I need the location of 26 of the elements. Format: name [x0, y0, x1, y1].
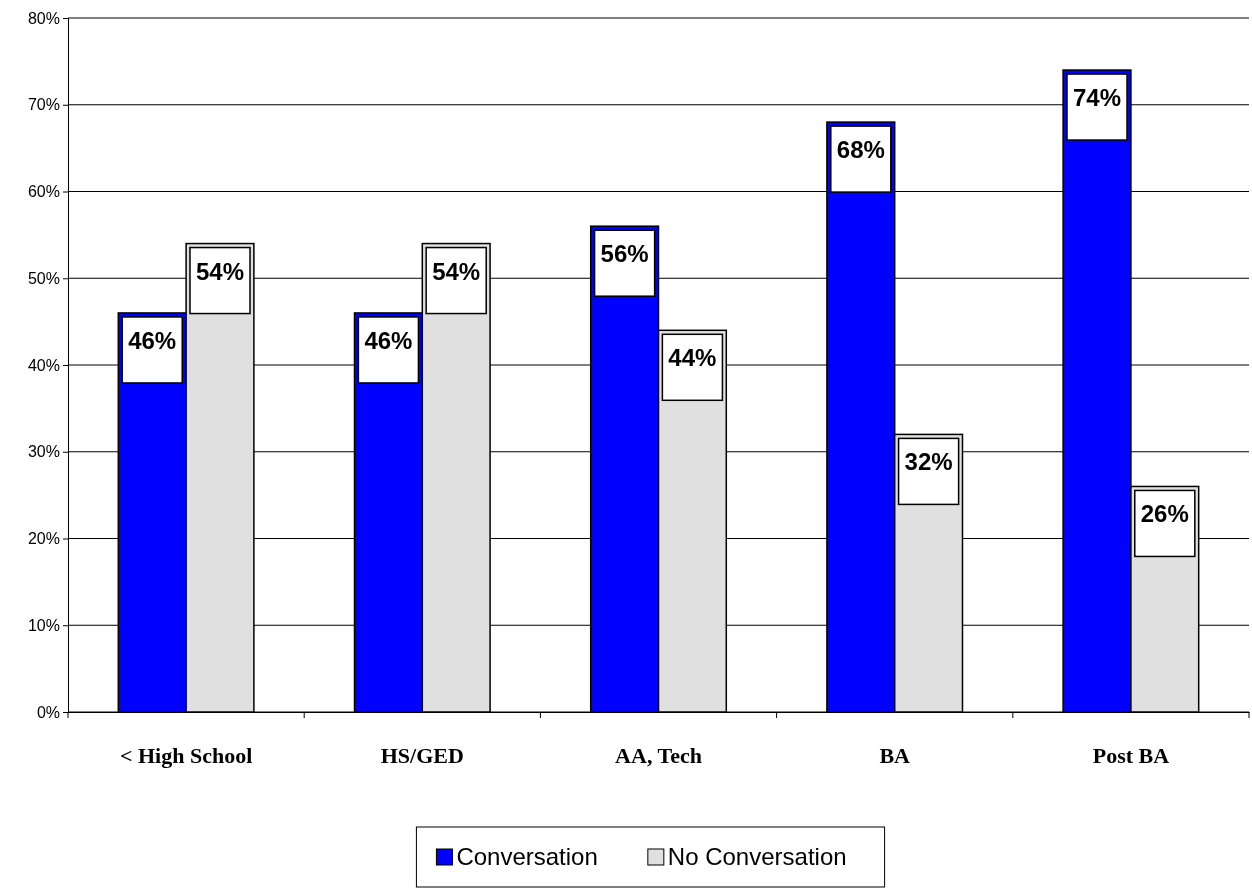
data-label: 26% — [1140, 500, 1189, 528]
y-tick-label: 70% — [27, 96, 60, 114]
data-label: 54% — [195, 257, 245, 285]
x-tick-label: Post BA — [1092, 743, 1170, 769]
data-label: 54% — [432, 257, 481, 285]
y-tick-label: 50% — [27, 269, 60, 287]
y-tick-label: 10% — [27, 616, 60, 634]
data-label: 44% — [668, 344, 717, 372]
legend-label: No Conversation — [667, 843, 847, 870]
x-tick-label: < High School — [119, 743, 253, 769]
y-tick-label: 80% — [27, 9, 60, 27]
data-label: 68% — [836, 136, 885, 164]
data-label: 46% — [364, 326, 413, 354]
y-tick-label: 40% — [27, 356, 60, 374]
data-label: 56% — [600, 240, 649, 268]
x-tick-label: BA — [879, 743, 911, 769]
data-label: 32% — [904, 448, 953, 476]
x-tick-label: HS/GED — [380, 743, 464, 769]
data-label: 74% — [1072, 84, 1122, 112]
y-tick-label: 20% — [27, 530, 60, 548]
y-tick-label: 0% — [36, 703, 60, 721]
legend-label: Conversation — [456, 843, 598, 870]
y-tick-label: 60% — [27, 183, 60, 201]
data-label: 46% — [128, 326, 177, 354]
y-tick-label: 30% — [27, 443, 60, 461]
x-tick-label: AA, Tech — [615, 743, 702, 769]
